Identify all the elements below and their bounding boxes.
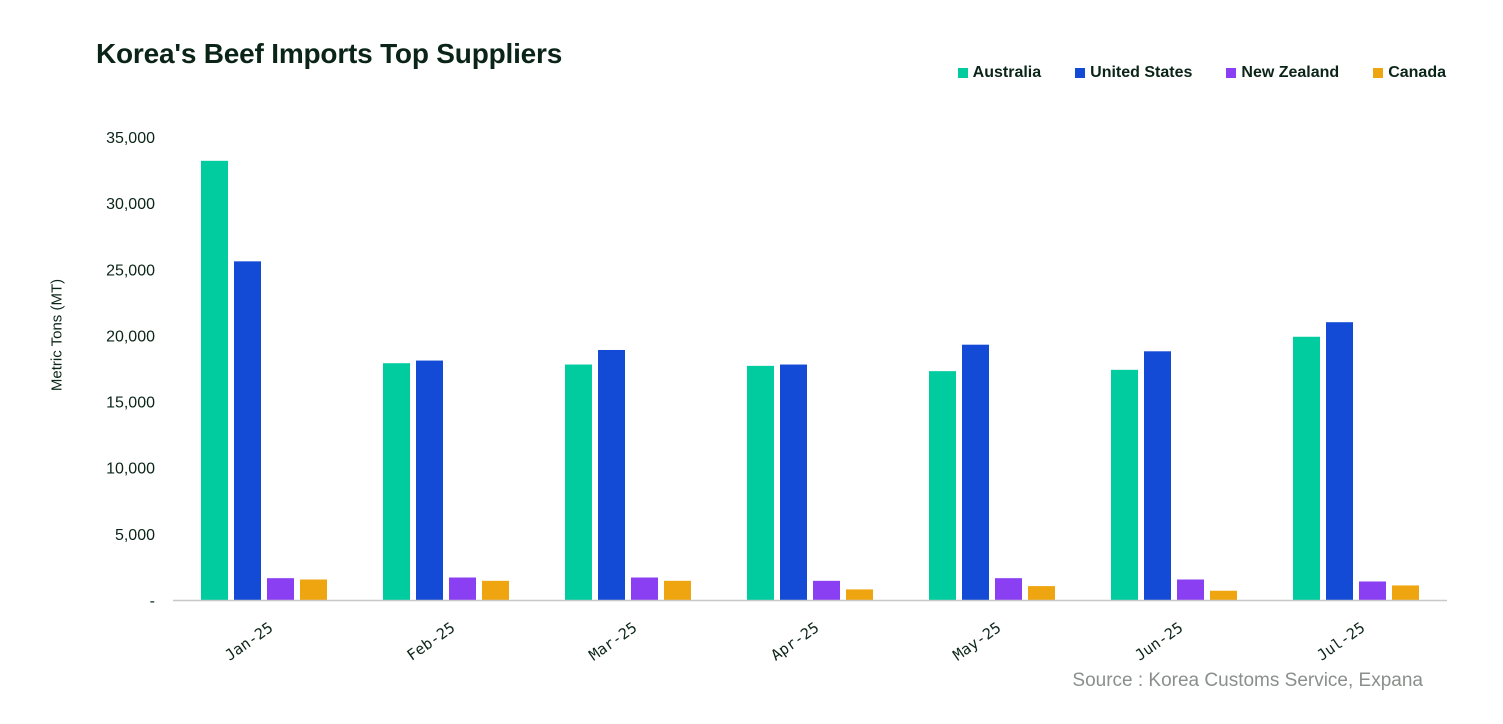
bar-united-states bbox=[416, 360, 443, 600]
y-tick-label: 20,000 bbox=[106, 328, 155, 345]
bar-new-zealand bbox=[1359, 581, 1386, 600]
bar-new-zealand bbox=[267, 578, 294, 600]
source-note: Source : Korea Customs Service, Expana bbox=[1072, 670, 1423, 691]
bar-new-zealand bbox=[631, 577, 658, 600]
bar-australia bbox=[201, 160, 228, 600]
legend-swatch-new-zealand bbox=[1226, 68, 1237, 78]
bar-united-states bbox=[780, 364, 807, 600]
chart-title: Korea's Beef Imports Top Suppliers bbox=[96, 38, 563, 69]
y-tick-label: 10,000 bbox=[106, 461, 155, 478]
bar-canada bbox=[1392, 585, 1419, 600]
x-tick-label: Jun-25 bbox=[1132, 619, 1187, 665]
bar-australia bbox=[565, 364, 592, 600]
bar-australia bbox=[383, 363, 410, 600]
legend-label-australia: Australia bbox=[972, 64, 1042, 81]
legend-label-new-zealand: New Zealand bbox=[1241, 64, 1340, 81]
bar-united-states bbox=[962, 344, 989, 600]
y-tick-label: 15,000 bbox=[106, 395, 155, 412]
y-tick-label: 5,000 bbox=[115, 527, 155, 544]
bar-canada bbox=[664, 580, 691, 600]
bar-united-states bbox=[598, 349, 625, 600]
legend-item-united-states: United States bbox=[1075, 64, 1192, 82]
bar-new-zealand bbox=[449, 577, 476, 600]
x-tick-label: Apr-25 bbox=[768, 619, 823, 665]
y-tick-label: 35,000 bbox=[106, 130, 155, 147]
bar-canada bbox=[1210, 590, 1237, 600]
y-tick-label: 30,000 bbox=[106, 196, 155, 213]
legend-label-united-states: United States bbox=[1090, 64, 1193, 81]
bar-canada bbox=[482, 580, 509, 600]
bar-united-states bbox=[234, 261, 261, 600]
bar-united-states bbox=[1326, 322, 1353, 600]
bar-canada bbox=[1028, 586, 1055, 600]
bar-new-zealand bbox=[1177, 579, 1204, 600]
bar-united-states bbox=[1144, 351, 1171, 600]
legend-label-canada: Canada bbox=[1388, 64, 1446, 81]
legend-swatch-australia bbox=[957, 68, 968, 78]
x-tick-label: Feb-25 bbox=[404, 619, 459, 665]
bar-australia bbox=[747, 365, 774, 600]
bar-new-zealand bbox=[995, 578, 1022, 600]
x-tick-label: Mar-25 bbox=[586, 619, 641, 665]
legend: Australia United States New Zealand Cana… bbox=[957, 64, 1446, 82]
legend-swatch-united-states bbox=[1075, 68, 1086, 78]
bar-australia bbox=[1293, 336, 1320, 600]
y-tick-label: 25,000 bbox=[106, 262, 155, 279]
x-tick-label: May-25 bbox=[950, 619, 1005, 665]
legend-item-australia: Australia bbox=[957, 64, 1042, 82]
bar-australia bbox=[1111, 369, 1138, 600]
x-tick-label: Jul-25 bbox=[1314, 619, 1369, 665]
bar-canada bbox=[846, 589, 873, 600]
bar-new-zealand bbox=[813, 580, 840, 600]
bar-australia bbox=[929, 371, 956, 600]
y-tick-label: - bbox=[150, 593, 155, 610]
bar-canada bbox=[300, 579, 327, 600]
legend-item-canada: Canada bbox=[1373, 64, 1446, 82]
legend-item-new-zealand: New Zealand bbox=[1226, 64, 1339, 82]
legend-swatch-canada bbox=[1373, 68, 1384, 78]
x-tick-label: Jan-25 bbox=[222, 619, 277, 665]
